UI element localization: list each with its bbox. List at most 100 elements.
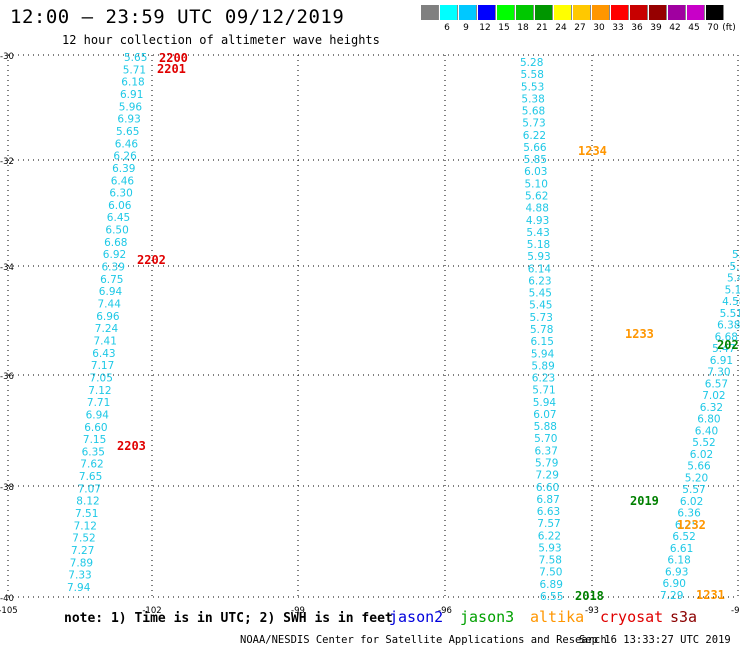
legend-swatch <box>535 5 553 20</box>
legend-swatch <box>554 5 572 20</box>
wave-height-value: 7.51 <box>75 508 98 520</box>
wave-height-value: 6.57 <box>705 378 728 390</box>
pass-time-label: 1233 <box>625 327 654 341</box>
wave-height-value: 6.23 <box>532 373 555 385</box>
wave-height-value: 5.85 <box>524 154 547 166</box>
pass-time-label: 2202 <box>137 253 166 267</box>
wave-height-value: 5. <box>732 249 740 261</box>
satellite-label: s3a <box>670 608 698 626</box>
wave-height-value: 6.93 <box>117 114 140 126</box>
satellite-label: cryosat <box>600 608 664 626</box>
legend-unit: (ft) <box>722 23 736 33</box>
wave-height-value: 5.66 <box>687 461 711 473</box>
wave-height-value: 7.33 <box>68 570 91 582</box>
wave-height-value: 8.12 <box>76 496 99 508</box>
wave-height-value: 7.29 <box>660 590 683 602</box>
wave-height-value: 5.38 <box>521 93 544 105</box>
wave-height-value: 5.53 <box>521 81 544 93</box>
wave-height-value: 6.06 <box>108 200 132 212</box>
wave-height-value: 6.30 <box>109 188 132 200</box>
wave-height-value: 6.55 <box>540 591 563 603</box>
wave-height-value: 6.23 <box>528 276 551 288</box>
wave-height-value: 6.90 <box>663 578 686 590</box>
wave-height-value: 7.07 <box>78 483 101 495</box>
wave-height-value: 6.02 <box>680 496 703 508</box>
wave-height-value: 6.02 <box>690 449 713 461</box>
track-east-a: 5.285.585.535.385.685.736.225.665.856.03… <box>520 57 563 603</box>
units-note: note: 1) Time is in UTC; 2) SWH is in fe… <box>64 611 393 626</box>
wave-height-value: 7.94 <box>67 582 91 594</box>
wave-height-value: 5.43 <box>526 227 549 239</box>
wave-height-value: 5.17 <box>725 284 740 296</box>
wave-height-value: 7.05 <box>90 373 113 385</box>
wave-height-value: 7.44 <box>98 299 122 311</box>
track-west: 5.655.716.186.915.966.935.656.466.266.39… <box>67 52 147 594</box>
lat-tick-label: -38 <box>0 483 14 493</box>
wave-height-value: 5.93 <box>538 543 561 555</box>
wave-height-value: 6.22 <box>523 130 546 142</box>
wave-height-value: 6.61 <box>670 543 693 555</box>
wave-height-value: 6.14 <box>528 263 552 275</box>
wave-height-value: 5.58 <box>521 69 544 81</box>
legend-swatch <box>592 5 610 20</box>
wave-height-value: 6.03 <box>524 166 547 178</box>
wave-height-value: 5.57 <box>682 484 705 496</box>
wave-height-value: 5. <box>730 261 740 273</box>
axis-tick-labels: -30 -32 -34 -36 -38 -40 -105 -102 -99 -96 -93 -90 <box>0 52 740 616</box>
wave-height-value: 6.39 <box>112 163 135 175</box>
wave-height-value: 6.45 <box>107 212 130 224</box>
wave-height-value: 5.96 <box>119 101 143 113</box>
wave-height-value: 5.73 <box>522 118 545 130</box>
wave-height-value: 7.17 <box>91 360 114 372</box>
wave-height-value: 6.43 <box>92 348 115 360</box>
legend-label: 9 <box>463 23 469 33</box>
satellite-label: jason2 <box>389 608 444 626</box>
wave-height-value: 6.18 <box>121 77 144 89</box>
wave-height-value: 5.88 <box>534 421 557 433</box>
legend-swatch <box>459 5 477 20</box>
wave-height-value: 5.20 <box>685 472 708 484</box>
wave-height-value: 5.93 <box>527 251 550 263</box>
wave-height-value: 5.47 <box>712 343 735 355</box>
legend-label: 39 <box>650 23 662 33</box>
wave-height-value: 6.91 <box>710 355 733 367</box>
wave-height-value: 6.25 <box>675 519 698 531</box>
lat-tick-label: -32 <box>0 157 14 167</box>
wave-height-value: 6.75 <box>100 274 123 286</box>
wave-height-value: 7.57 <box>537 518 560 530</box>
legend-label: 15 <box>498 23 510 33</box>
wave-height-value: 5.71 <box>123 64 146 76</box>
wave-height-value: 5.65 <box>124 52 147 64</box>
wave-height-value: 6.52 <box>672 531 695 543</box>
wave-height-value: 6.60 <box>84 422 107 434</box>
wave-height-value: 7.12 <box>74 520 97 532</box>
wave-height-value: 6.46 <box>115 138 139 150</box>
wave-height-value: 6.07 <box>533 409 556 421</box>
wave-height-value: 6.46 <box>111 175 135 187</box>
wave-height-value: 7.24 <box>95 323 119 335</box>
wave-height-value: 6.87 <box>536 494 559 506</box>
wave-height-value: 6.40 <box>695 425 718 437</box>
wave-height-value: 5.52 <box>692 437 715 449</box>
lat-tick-label: -36 <box>0 372 14 382</box>
wave-height-value: 5.45 <box>529 288 552 300</box>
wave-height-value: 6.68 <box>104 237 127 249</box>
legend-label: 42 <box>669 23 681 33</box>
lat-tick-label: -34 <box>0 263 14 273</box>
lon-tick-label: -96 <box>438 606 452 616</box>
wave-height-value: 5.62 <box>525 191 548 203</box>
lat-tick-label: -30 <box>0 52 14 62</box>
wave-height-value: 7.41 <box>94 336 117 348</box>
legend-swatch <box>516 5 534 20</box>
legend-swatch <box>630 5 648 20</box>
wave-height-value: 6.80 <box>697 414 720 426</box>
pass-time-label: 2201 <box>157 62 186 76</box>
lon-tick-label: -90 <box>731 606 740 616</box>
wave-height-value: 7.02 <box>702 390 725 402</box>
wave-height-value: 4.93 <box>526 215 549 227</box>
wave-height-value: 7.62 <box>80 459 103 471</box>
wave-height-value: 5.45 <box>529 300 552 312</box>
lon-tick-label: -102 <box>142 606 161 616</box>
wave-height-value: 5.79 <box>535 458 558 470</box>
